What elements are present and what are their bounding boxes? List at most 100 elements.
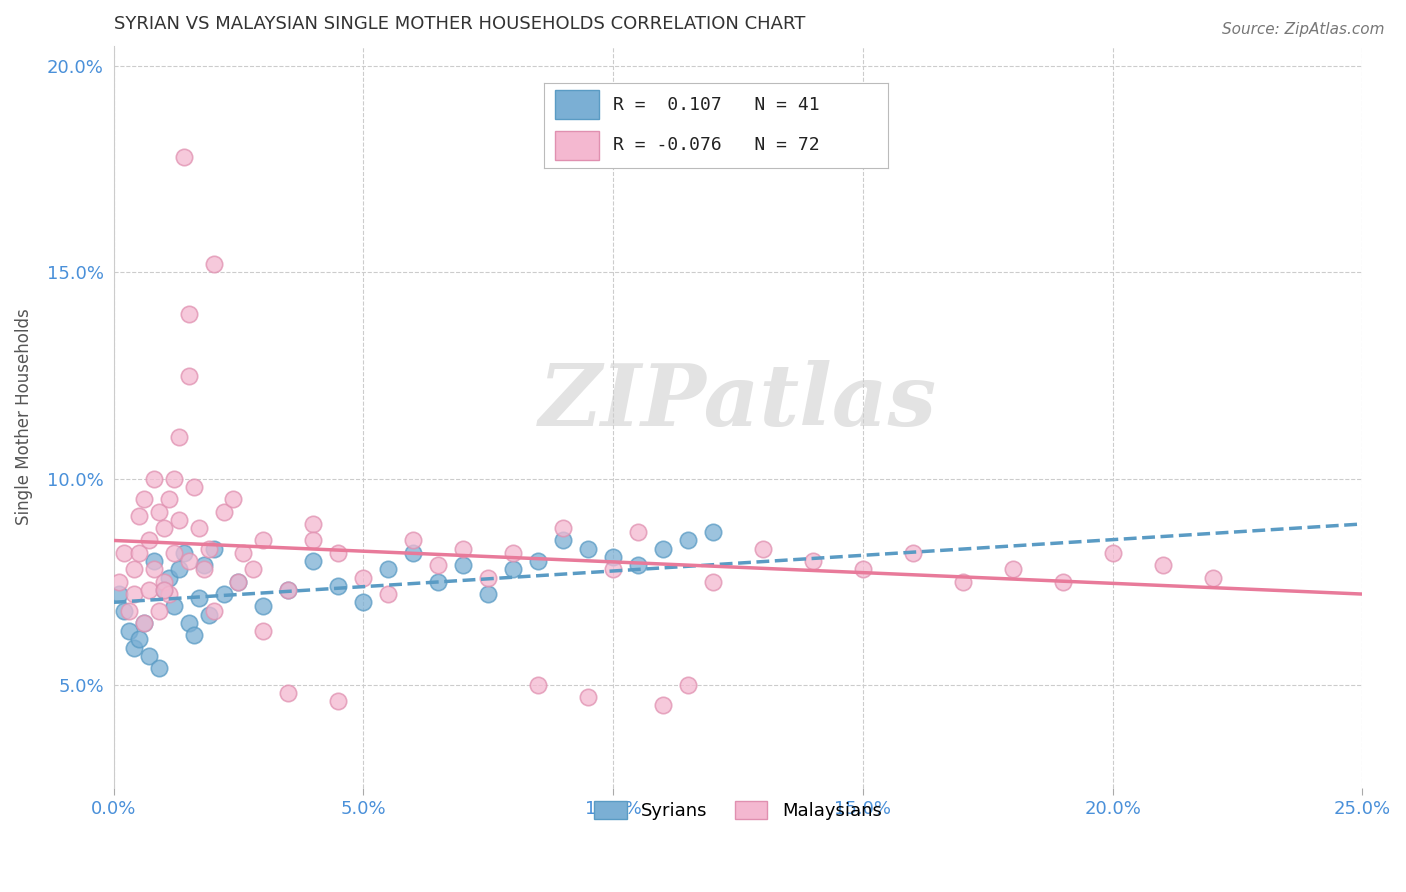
Point: [302, 516, 325, 531]
Point: [138, 533, 160, 548]
Point: [122, 587, 145, 601]
Point: [453, 541, 475, 556]
Point: [177, 307, 200, 321]
Point: [328, 579, 350, 593]
Point: [212, 505, 235, 519]
Point: [852, 562, 875, 576]
Point: [173, 150, 195, 164]
Point: [228, 574, 250, 589]
Point: [112, 546, 135, 560]
Point: [132, 615, 155, 630]
Point: [377, 587, 399, 601]
Point: [132, 615, 155, 630]
Point: [576, 690, 599, 705]
Point: [1201, 571, 1223, 585]
Point: [602, 549, 624, 564]
Point: [302, 554, 325, 568]
Point: [1001, 562, 1024, 576]
Point: [702, 574, 724, 589]
Y-axis label: Single Mother Households: Single Mother Households: [15, 309, 32, 525]
Point: [453, 558, 475, 573]
Legend: Syrians, Malaysians: Syrians, Malaysians: [588, 793, 889, 827]
Point: [152, 574, 174, 589]
Point: [212, 587, 235, 601]
Point: [107, 574, 129, 589]
Point: [187, 591, 209, 606]
Point: [1101, 546, 1123, 560]
Point: [142, 562, 165, 576]
Point: [148, 661, 170, 675]
Point: [142, 554, 165, 568]
Point: [148, 505, 170, 519]
Point: [138, 582, 160, 597]
Point: [627, 525, 650, 540]
Point: [157, 492, 180, 507]
Point: [328, 546, 350, 560]
Point: [152, 582, 174, 597]
Point: [117, 603, 139, 617]
Point: [122, 562, 145, 576]
Point: [502, 546, 524, 560]
Point: [142, 472, 165, 486]
Point: [183, 480, 205, 494]
Point: [277, 582, 299, 597]
Point: [112, 603, 135, 617]
Point: [162, 472, 184, 486]
Point: [752, 541, 775, 556]
Point: [627, 558, 650, 573]
Point: [527, 554, 550, 568]
Point: [477, 571, 499, 585]
Point: [352, 571, 374, 585]
Point: [197, 607, 219, 622]
Point: [173, 546, 195, 560]
Point: [576, 541, 599, 556]
Point: [553, 533, 575, 548]
Point: [402, 546, 425, 560]
Point: [477, 587, 499, 601]
Point: [402, 533, 425, 548]
Point: [202, 257, 225, 271]
Point: [527, 678, 550, 692]
Point: [167, 562, 190, 576]
Point: [228, 574, 250, 589]
Point: [128, 508, 150, 523]
Point: [676, 533, 699, 548]
Point: [427, 574, 450, 589]
Point: [252, 599, 274, 614]
Point: [107, 587, 129, 601]
Point: [117, 624, 139, 639]
Point: [328, 694, 350, 708]
Point: [157, 587, 180, 601]
Point: [242, 562, 264, 576]
Point: [702, 525, 724, 540]
Point: [232, 546, 254, 560]
Point: [652, 698, 675, 713]
Point: [128, 546, 150, 560]
Point: [222, 492, 245, 507]
Point: [177, 554, 200, 568]
Text: Source: ZipAtlas.com: Source: ZipAtlas.com: [1222, 22, 1385, 37]
Point: [553, 521, 575, 535]
Point: [177, 368, 200, 383]
Point: [502, 562, 524, 576]
Point: [427, 558, 450, 573]
Point: [152, 521, 174, 535]
Point: [277, 582, 299, 597]
Point: [138, 648, 160, 663]
Point: [167, 513, 190, 527]
Point: [148, 603, 170, 617]
Point: [676, 678, 699, 692]
Text: ZIPatlas: ZIPatlas: [538, 360, 936, 443]
Point: [302, 533, 325, 548]
Point: [162, 546, 184, 560]
Point: [352, 595, 374, 609]
Point: [152, 582, 174, 597]
Point: [183, 628, 205, 642]
Point: [167, 430, 190, 444]
Point: [377, 562, 399, 576]
Point: [901, 546, 924, 560]
Point: [197, 541, 219, 556]
Point: [1152, 558, 1174, 573]
Point: [128, 632, 150, 647]
Point: [187, 521, 209, 535]
